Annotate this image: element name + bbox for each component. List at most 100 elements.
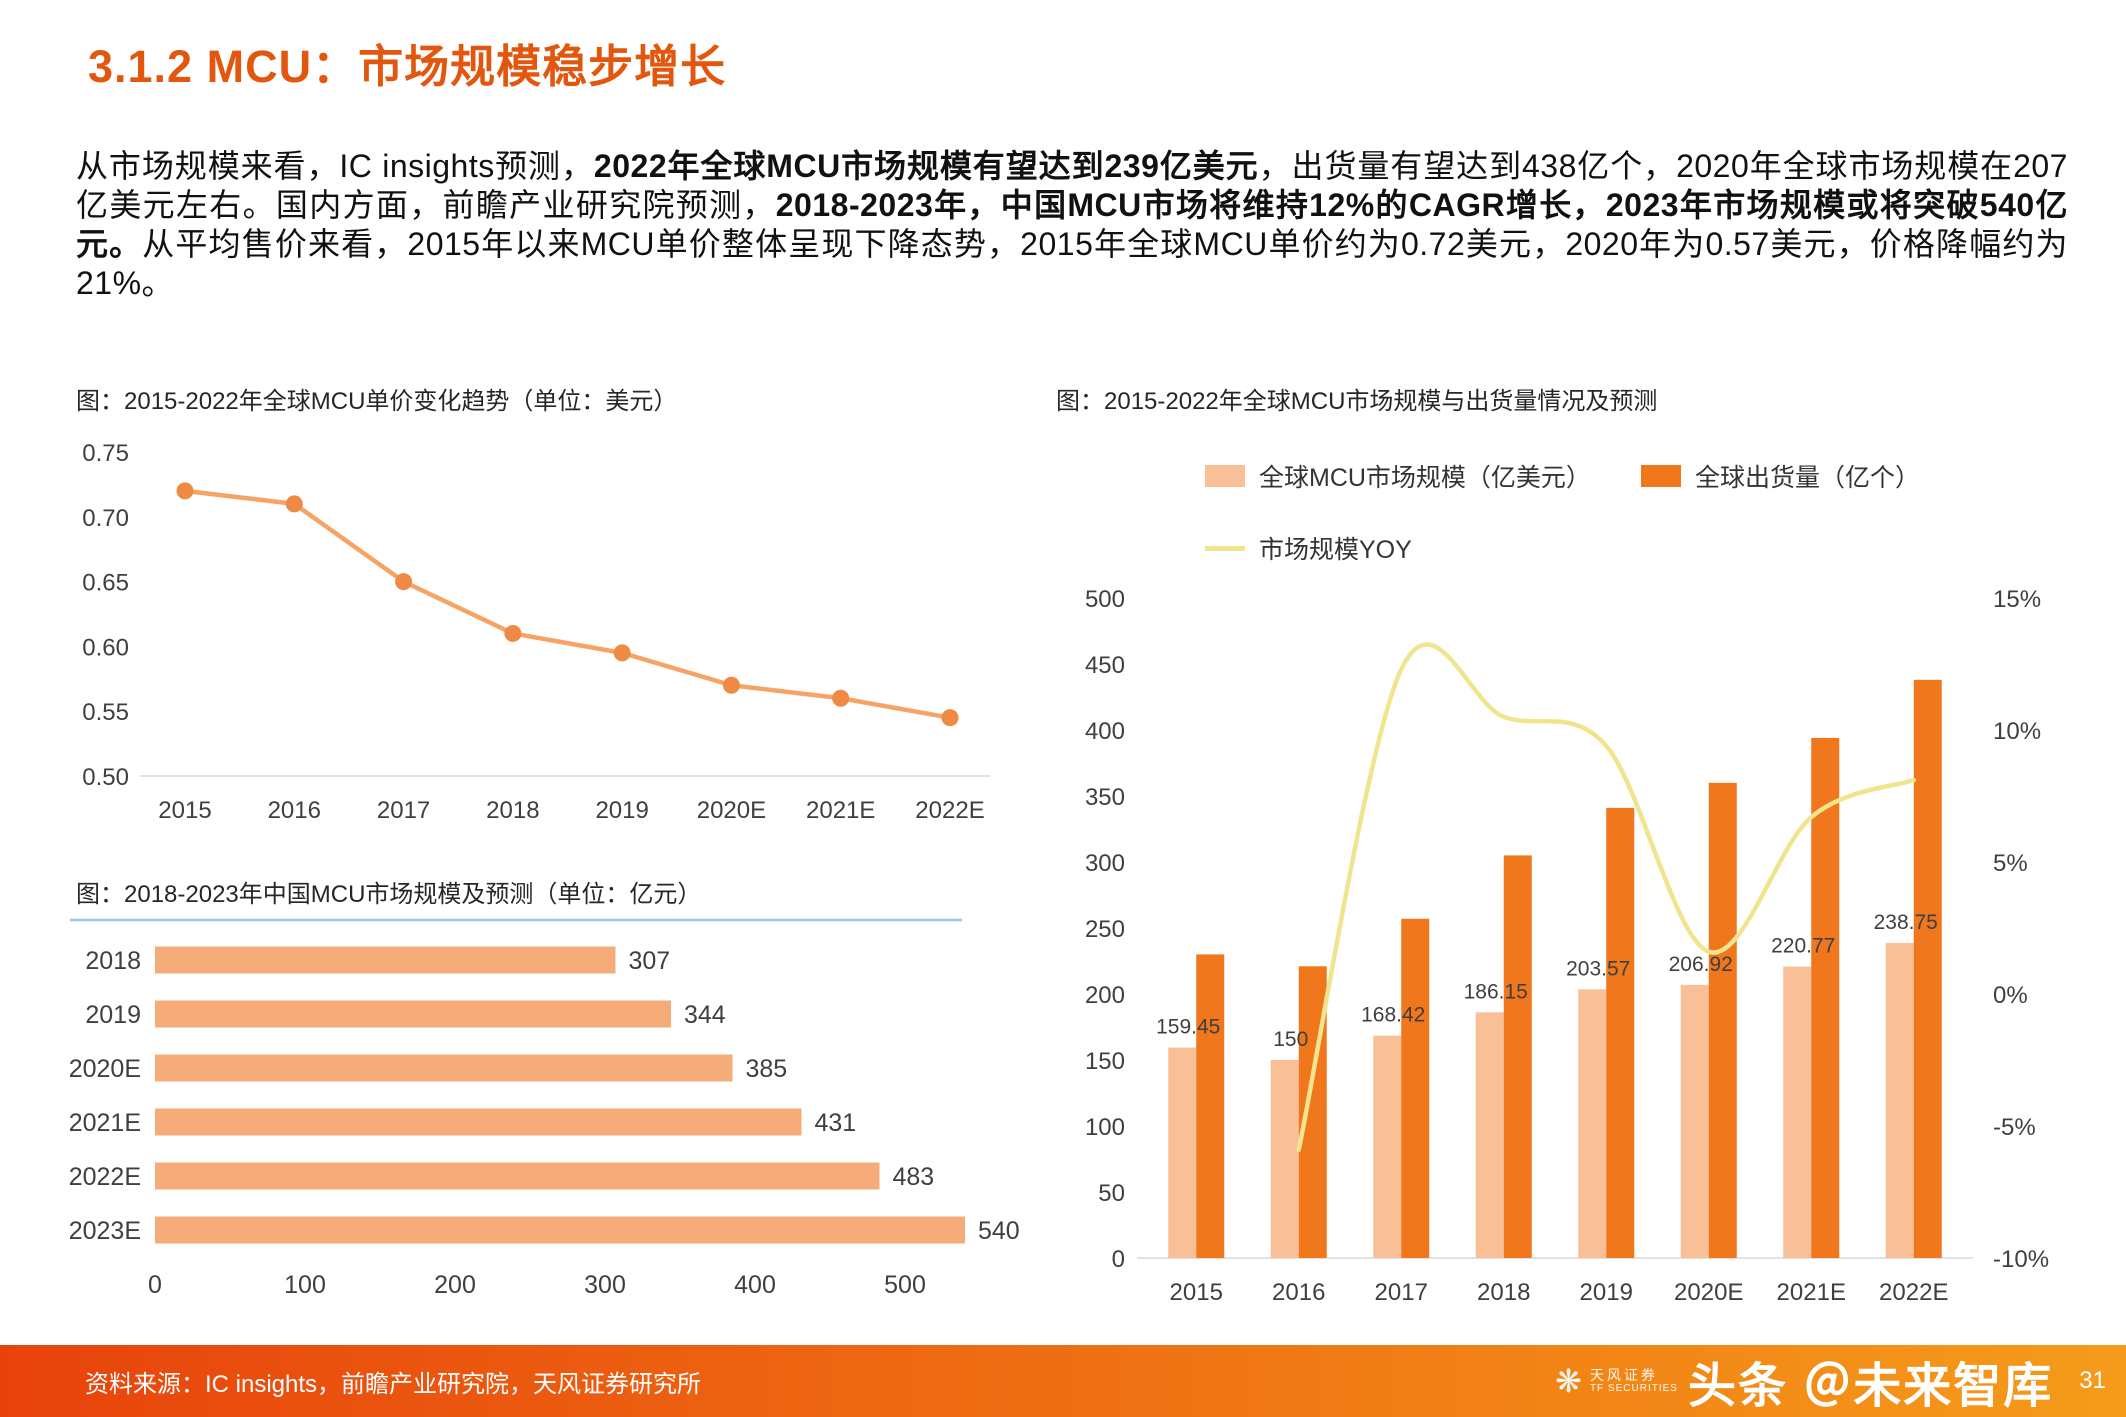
svg-text:300: 300	[1085, 850, 1125, 877]
watermark-text: 头条 ＠未来智库	[1687, 1360, 2054, 1413]
global-market-combo-chart: 50045040035030025020015010050015%10%5%0%…	[1085, 586, 2049, 1306]
legend-row-1: 全球MCU市场规模（亿美元） 全球出货量（亿个）	[1205, 462, 2116, 492]
svg-text:250: 250	[1085, 916, 1125, 943]
unit-price-chart-title: 图：2015-2022年全球MCU单价变化趋势（单位：美元）	[76, 388, 678, 416]
svg-text:168.42: 168.42	[1361, 1004, 1425, 1027]
tf-logo-cn: 天风证券	[1589, 1367, 1658, 1384]
svg-text:159.45: 159.45	[1156, 1016, 1220, 1039]
svg-text:2018: 2018	[486, 797, 539, 824]
svg-text:400: 400	[1085, 718, 1125, 745]
svg-text:2016: 2016	[268, 797, 321, 824]
svg-text:307: 307	[629, 947, 671, 975]
svg-text:400: 400	[734, 1271, 776, 1299]
svg-text:431: 431	[815, 1109, 857, 1137]
svg-text:2022E: 2022E	[1879, 1279, 1948, 1306]
svg-text:200: 200	[1085, 982, 1125, 1009]
legend-item-shipments: 全球出货量（亿个）	[1640, 458, 1920, 494]
tf-logo-text: 天风证券 TF SECURITIES	[1590, 1367, 1678, 1395]
legend-label-shipments: 全球出货量（亿个）	[1694, 464, 1920, 493]
intro-segment: 2022年全球MCU市场规模有望达到239亿美元	[593, 148, 1259, 184]
svg-text:150: 150	[1273, 1028, 1308, 1051]
svg-text:2023E: 2023E	[70, 1217, 141, 1245]
legend-label-market-size: 全球MCU市场规模（亿美元）	[1259, 464, 1591, 493]
legend-item-yoy: 市场规模YOY	[1205, 530, 1412, 566]
svg-text:100: 100	[1085, 1114, 1125, 1141]
svg-text:10%: 10%	[1993, 718, 2041, 745]
charts-area: 图：2015-2022年全球MCU单价变化趋势（单位：美元） 0.75 0.70 0…	[0, 381, 2126, 1326]
svg-text:450: 450	[1085, 652, 1125, 679]
page-number: 31	[2079, 1367, 2106, 1394]
brand-area: ❋ 天风证券 TF SECURITIES 头条 ＠未来智库	[1555, 1346, 2053, 1416]
svg-text:344: 344	[684, 1001, 726, 1029]
svg-text:2021E: 2021E	[1777, 1279, 1846, 1306]
source-note: 资料来源：IC insights，前瞻产业研究院，天风证券研究所	[85, 1370, 702, 1398]
svg-text:500: 500	[884, 1271, 926, 1299]
china-market-bar-chart: 2018 307 2019 344 2020E 385 2021E 431 2022E 483 20…	[70, 918, 1020, 1299]
unit-price-line-chart: 0.75 0.70 0.65 0.60 0.55 0.50 2015 2016 2017 2018…	[82, 440, 990, 824]
svg-text:150: 150	[1085, 1048, 1125, 1075]
svg-text:-5%: -5%	[1993, 1114, 2036, 1141]
left-column: 图：2015-2022年全球MCU单价变化趋势（单位：美元） 0.75 0.70 0…	[70, 381, 1030, 1326]
svg-text:2022E: 2022E	[915, 797, 984, 824]
tf-securities-logo: ❋ 天风证券 TF SECURITIES	[1555, 1365, 1678, 1397]
svg-text:0: 0	[1112, 1246, 1125, 1273]
svg-text:2020E: 2020E	[1674, 1279, 1743, 1306]
intro-segment: ，出货量有望达到438亿个，2020年全球市场规模在207亿美元左右。国内方面，…	[76, 148, 2068, 224]
svg-text:0.60: 0.60	[82, 635, 129, 662]
legend-swatch-shipments-icon	[1640, 465, 1681, 488]
global-market-chart-title: 图：2015-2022年全球MCU市场规模与出货量情况及预测	[1056, 388, 1658, 416]
intro-segment: 从平均售价来看，2015年以来MCU单价整体呈现下降态势，2015年全球MCU单…	[76, 226, 2068, 302]
intro-segment: 从市场规模来看，IC insights预测，	[76, 148, 594, 184]
svg-text:0.50: 0.50	[82, 764, 129, 791]
svg-text:2019: 2019	[85, 1001, 141, 1029]
svg-text:220.77: 220.77	[1771, 935, 1835, 958]
svg-text:2016: 2016	[1272, 1279, 1325, 1306]
svg-text:100: 100	[284, 1271, 326, 1299]
svg-text:2019: 2019	[1580, 1279, 1633, 1306]
svg-text:2022E: 2022E	[70, 1163, 141, 1191]
svg-text:2015: 2015	[1170, 1279, 1223, 1306]
svg-text:0.70: 0.70	[82, 505, 129, 532]
svg-text:500: 500	[1085, 586, 1125, 613]
svg-text:-10%: -10%	[1993, 1246, 2049, 1273]
svg-text:300: 300	[584, 1271, 626, 1299]
svg-text:483: 483	[893, 1163, 935, 1191]
svg-text:50: 50	[1098, 1180, 1125, 1207]
svg-text:385: 385	[746, 1055, 788, 1083]
legend-item-market-size: 全球MCU市场规模（亿美元）	[1205, 458, 1591, 494]
legend-swatch-yoy-line-icon	[1205, 545, 1245, 551]
footer: 资料来源：IC insights，前瞻产业研究院，天风证券研究所 ❋ 天风证券 …	[0, 1345, 2126, 1417]
svg-text:0.75: 0.75	[82, 440, 129, 467]
legend-label-yoy: 市场规模YOY	[1259, 536, 1412, 565]
svg-text:5%: 5%	[1993, 850, 2028, 877]
svg-text:2018: 2018	[1477, 1279, 1530, 1306]
right-column: 图：2015-2022年全球MCU市场规模与出货量情况及预测 全球MCU市场规模…	[1050, 381, 2116, 1326]
legend-swatch-market-size-icon	[1205, 465, 1245, 488]
svg-text:2017: 2017	[1375, 1279, 1428, 1306]
svg-text:540: 540	[978, 1217, 1020, 1245]
tf-flower-icon: ❋	[1555, 1363, 1582, 1399]
page-title: 3.1.2 MCU：市场规模稳步增长	[88, 41, 727, 92]
svg-text:2015: 2015	[158, 797, 211, 824]
svg-text:2018: 2018	[85, 947, 141, 975]
svg-text:350: 350	[1085, 784, 1125, 811]
svg-text:2020E: 2020E	[697, 797, 766, 824]
svg-text:15%: 15%	[1993, 586, 2041, 613]
svg-text:206.92: 206.92	[1669, 953, 1733, 976]
svg-text:0.55: 0.55	[82, 699, 129, 726]
svg-text:186.15: 186.15	[1464, 980, 1528, 1003]
svg-text:0%: 0%	[1993, 982, 2028, 1009]
svg-text:2019: 2019	[595, 797, 648, 824]
svg-text:200: 200	[434, 1271, 476, 1299]
svg-text:0.65: 0.65	[82, 570, 129, 597]
china-market-chart-title: 图：2018-2023年中国MCU市场规模及预测（单位：亿元）	[76, 881, 702, 909]
svg-text:203.57: 203.57	[1566, 957, 1630, 980]
svg-text:238.75: 238.75	[1874, 911, 1938, 934]
combo-chart-legend: 全球MCU市场规模（亿美元） 全球出货量（亿个） 市场规模YOY	[1205, 462, 2116, 564]
svg-text:2020E: 2020E	[70, 1055, 141, 1083]
svg-text:2021E: 2021E	[806, 797, 875, 824]
svg-text:2021E: 2021E	[70, 1109, 141, 1137]
svg-text:2017: 2017	[377, 797, 430, 824]
intro-segment: 2018-2023年，中国MCU市场将维持12%的CAGR增长，2023年市场规…	[76, 187, 2068, 263]
